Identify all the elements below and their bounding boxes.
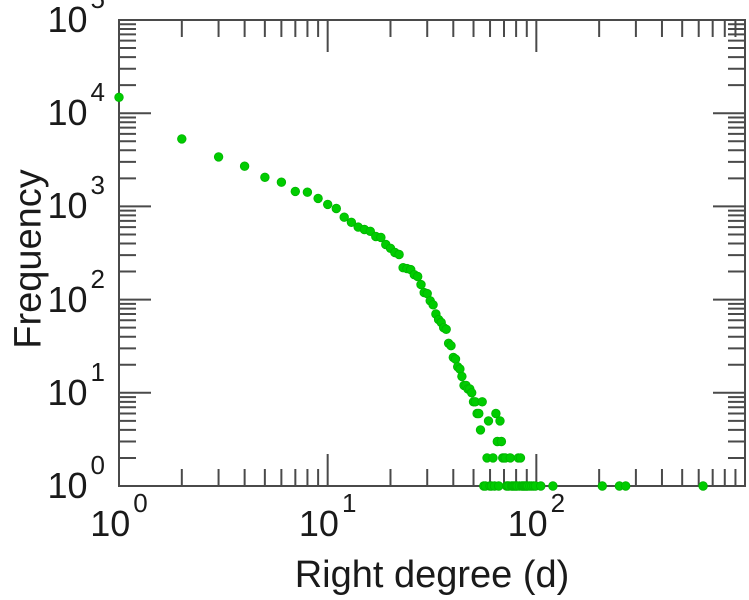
y-tick-label: 10 2	[47, 263, 105, 320]
x-tick-label: 10 2	[507, 488, 566, 544]
tick-label-base: 10	[47, 278, 88, 320]
data-point	[313, 193, 323, 204]
tick-label-base: 10	[47, 465, 88, 506]
y-axis-title: Frequency	[7, 169, 50, 349]
data-point	[339, 212, 349, 222]
tick-label-base: 10	[47, 185, 88, 227]
plot-frame	[118, 19, 746, 487]
data-point	[376, 232, 386, 243]
data-point	[394, 249, 404, 260]
y-tick-label: 10 0	[47, 450, 105, 506]
data-point	[346, 217, 357, 228]
tick-label-base: 10	[47, 371, 88, 413]
data-point	[457, 371, 467, 382]
data-point	[323, 199, 333, 210]
data-point	[114, 92, 124, 103]
data-point	[483, 416, 494, 426]
tick-label-base: 10	[47, 0, 88, 40]
data-point	[428, 300, 438, 310]
data-point	[477, 397, 487, 407]
data-point	[474, 408, 484, 419]
data-point	[491, 408, 501, 419]
tick-label-base: 10	[90, 503, 131, 544]
data-point	[441, 324, 451, 335]
y-tick-label: 10 3	[47, 170, 105, 227]
tick-label-base: 10	[507, 503, 548, 544]
data-point	[496, 436, 507, 447]
tick-label-base: 10	[298, 503, 339, 544]
data-point	[416, 279, 426, 290]
data-point	[446, 341, 456, 351]
x-tick-label: 10 0	[90, 488, 148, 544]
y-tick-label: 10 1	[47, 356, 105, 413]
data-point	[475, 425, 486, 435]
x-tick-label: 10 1	[298, 488, 357, 544]
y-tick-label: 105	[47, 0, 105, 40]
data-point	[213, 152, 224, 162]
data-point	[450, 354, 461, 364]
data-point	[331, 203, 342, 214]
data-point	[260, 172, 270, 183]
data-point	[239, 161, 250, 171]
data-point	[302, 187, 313, 197]
data-point	[467, 388, 477, 398]
data-point	[276, 177, 287, 187]
data-point	[597, 481, 608, 491]
data-point	[621, 481, 631, 491]
data-point	[413, 271, 423, 282]
tick-label-base: 10	[47, 92, 88, 134]
data-point	[536, 481, 546, 491]
data-point	[177, 134, 187, 144]
x-axis-title: Right degree (d)	[294, 554, 570, 596]
data-point	[494, 481, 504, 491]
data-point	[698, 481, 708, 491]
data-point	[488, 453, 498, 463]
data-point	[495, 416, 505, 426]
data-point	[505, 453, 516, 463]
data-point	[515, 453, 526, 463]
data-point	[548, 481, 558, 491]
y-tick-label: 10 4	[47, 77, 105, 134]
data-point	[290, 186, 301, 197]
